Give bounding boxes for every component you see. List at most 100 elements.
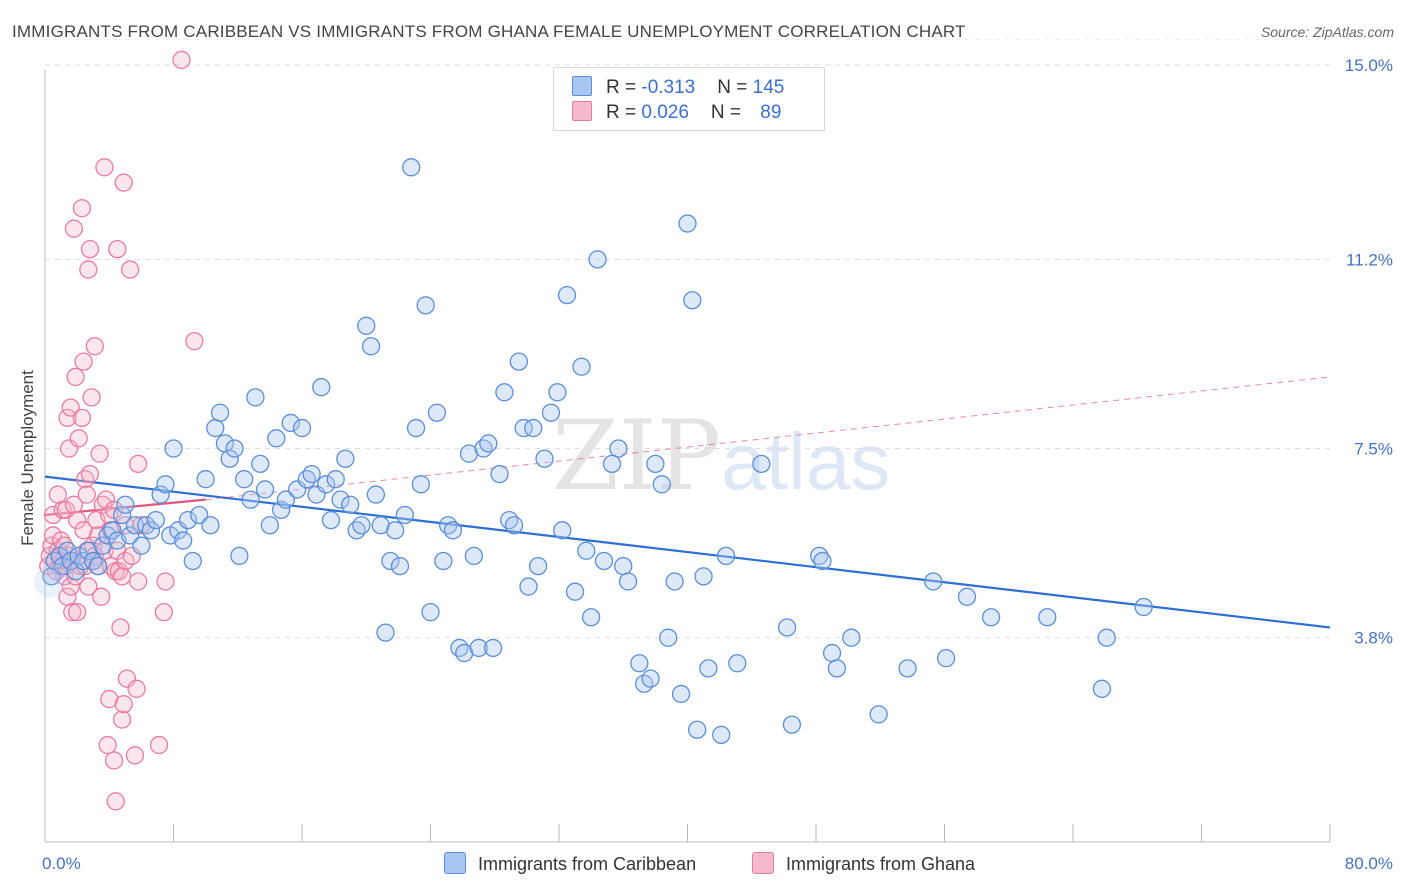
ghana-point (77, 485, 96, 504)
ghana-point (64, 495, 84, 514)
caribbean-point (281, 413, 300, 433)
ghana-point (95, 158, 114, 177)
ghana-point (92, 587, 111, 606)
caribbean-point (504, 516, 524, 535)
caribbean-point (183, 551, 202, 571)
caribbean-point (321, 510, 341, 530)
caribbean-point (671, 684, 691, 704)
caribbean-point (225, 439, 244, 458)
ghana-point (67, 602, 87, 622)
ghana-point (69, 429, 88, 448)
ghana-point (108, 239, 127, 259)
caribbean-point (581, 608, 601, 627)
ghana-point (72, 199, 92, 218)
caribbean-point (246, 388, 265, 407)
caribbean-point (201, 516, 220, 535)
caribbean-point (406, 418, 426, 438)
watermark-zip: ZIP (552, 400, 722, 512)
caribbean-point (641, 669, 660, 688)
caribbean-point (614, 556, 633, 576)
caribbean-point (822, 643, 842, 663)
caribbean-swatch (572, 76, 592, 96)
caribbean-point (528, 556, 548, 576)
caribbean-point (898, 659, 917, 678)
caribbean-point (93, 536, 112, 555)
ghana-point (100, 689, 119, 709)
ghana-point (120, 260, 140, 279)
ghana-point (58, 408, 77, 427)
ghana-point (63, 602, 82, 622)
x-tick-label-max: 80.0% (1345, 854, 1393, 873)
caribbean-point (421, 602, 440, 622)
ghana-point (112, 710, 132, 729)
caribbean-point (548, 383, 567, 402)
caribbean-legend-label: Immigrants from Caribbean (478, 854, 697, 874)
caribbean-point (652, 475, 671, 494)
caribbean-point (577, 541, 596, 560)
caribbean-point (132, 536, 151, 555)
ghana-point (82, 388, 101, 407)
caribbean-point (230, 546, 249, 566)
ghana-point (172, 50, 191, 70)
caribbean-point (411, 475, 431, 494)
caribbean-point (827, 659, 847, 678)
caribbean-point (376, 623, 395, 642)
caribbean-point (716, 546, 736, 566)
caribbean-point (479, 434, 498, 453)
caribbean-point (331, 490, 350, 509)
caribbean-point (443, 521, 463, 540)
caribbean-point (178, 510, 198, 530)
ghana-trend-extension (205, 376, 1331, 501)
bottom-legend-ghana: Immigrants from Ghana (752, 852, 975, 875)
legend-r-value: -0.313 (641, 77, 696, 98)
caribbean-point (810, 546, 829, 566)
caribbean-point (271, 500, 291, 520)
trend-lines (44, 376, 1331, 629)
caribbean-point (146, 510, 165, 530)
caribbean-point (535, 449, 554, 468)
ghana-point (149, 735, 169, 755)
ghana-point (106, 792, 125, 811)
caribbean-point (553, 521, 572, 540)
caribbean-point (869, 705, 888, 724)
caribbean-point (210, 403, 230, 422)
axis-labels: 3.8% 7.5% 11.2% 15.0% 0.0% 80.0% Female Unempl… (18, 56, 1393, 873)
ghana-point (80, 464, 100, 484)
caribbean-point (260, 516, 280, 535)
caribbean-point (936, 649, 956, 668)
caribbean-point (602, 454, 622, 474)
y-tick-label: 7.5% (1354, 440, 1393, 459)
caribbean-point (220, 449, 239, 468)
ghana-point (74, 352, 93, 371)
caribbean-point (386, 521, 405, 540)
caribbean-point (267, 429, 286, 448)
caribbean-point (371, 516, 390, 535)
caribbean-point (292, 418, 312, 438)
caribbean-point (557, 285, 577, 305)
caribbean-point (495, 383, 514, 402)
ghana-point (51, 531, 71, 550)
caribbean-point (58, 541, 77, 560)
ghana-point (156, 572, 175, 591)
caribbean-point (381, 551, 400, 571)
ghana-point (185, 332, 204, 351)
caribbean-point (395, 505, 414, 525)
legend-row-caribbean: R = -0.313 N = 145 (572, 76, 784, 102)
caribbean-points (33, 158, 1153, 745)
caribbean-point (42, 567, 61, 586)
caribbean-point (336, 449, 355, 468)
ghana-point (48, 485, 67, 504)
bottom-legend-caribbean: Immigrants from Caribbean (444, 852, 696, 875)
caribbean-point (514, 418, 533, 438)
caribbean-point (1038, 608, 1057, 627)
watermark-atlas: atlas (721, 417, 891, 506)
caribbean-point (79, 541, 98, 560)
caribbean-point (361, 337, 381, 356)
ghana-point (129, 454, 148, 474)
caribbean-point (1134, 597, 1153, 617)
caribbean-point (687, 720, 707, 739)
legend-row-ghana: R = 0.026 N = 89 (572, 101, 781, 127)
caribbean-point (782, 715, 802, 734)
ghana-point (90, 444, 109, 463)
